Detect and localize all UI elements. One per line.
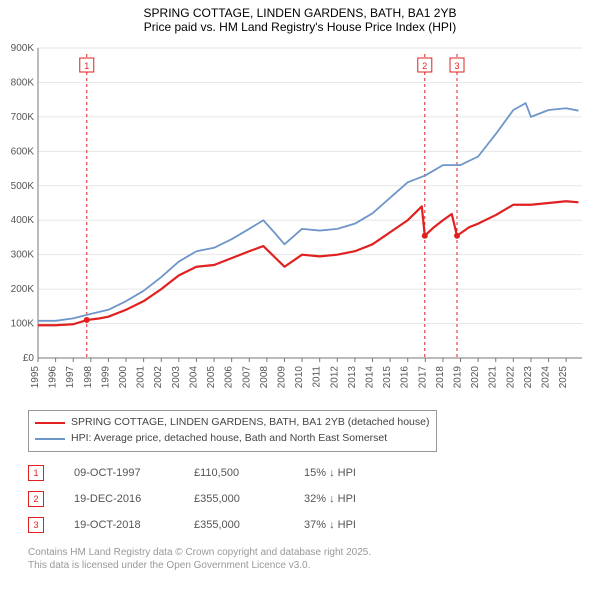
svg-text:2008: 2008	[259, 366, 270, 389]
svg-text:2002: 2002	[153, 366, 164, 389]
svg-text:2025: 2025	[558, 366, 569, 389]
svg-text:900K: 900K	[11, 43, 35, 54]
legend-row: SPRING COTTAGE, LINDEN GARDENS, BATH, BA…	[35, 415, 430, 431]
transaction-row: 2 19-DEC-2016£355,00032% ↓ HPI	[28, 486, 414, 512]
svg-text:1999: 1999	[100, 366, 111, 389]
svg-text:2019: 2019	[453, 366, 464, 389]
svg-text:2018: 2018	[435, 366, 446, 389]
transaction-diff: 32% ↓ HPI	[304, 493, 414, 505]
svg-text:1997: 1997	[65, 366, 76, 389]
transaction-row: 1 09-OCT-1997£110,50015% ↓ HPI	[28, 460, 414, 486]
transaction-row: 3 19-OCT-2018£355,00037% ↓ HPI	[28, 512, 414, 538]
svg-text:300K: 300K	[11, 250, 35, 261]
svg-text:2012: 2012	[329, 366, 340, 389]
transaction-price: £355,000	[194, 493, 304, 505]
title-line-2: Price paid vs. HM Land Registry's House …	[0, 20, 600, 34]
svg-text:700K: 700K	[11, 112, 35, 123]
transaction-marker: 3	[28, 517, 44, 533]
svg-text:£0: £0	[23, 353, 35, 364]
transaction-diff: 37% ↓ HPI	[304, 519, 414, 531]
svg-text:2020: 2020	[470, 366, 481, 389]
svg-text:2023: 2023	[523, 366, 534, 389]
transaction-marker: 1	[28, 465, 44, 481]
svg-text:800K: 800K	[11, 77, 35, 88]
transaction-price: £110,500	[194, 467, 304, 479]
svg-text:2004: 2004	[188, 366, 199, 389]
svg-text:200K: 200K	[11, 284, 35, 295]
svg-text:2013: 2013	[347, 366, 358, 389]
transaction-date: 19-OCT-2018	[74, 519, 194, 531]
chart-svg: £0 100K 200K 300K 400K 500K 600K 700K 800K 900K 19…	[10, 40, 590, 400]
svg-text:2014: 2014	[364, 366, 375, 389]
footer-line-1: Contains HM Land Registry data © Crown c…	[28, 546, 371, 559]
transaction-diff: 15% ↓ HPI	[304, 467, 414, 479]
title-line-1: SPRING COTTAGE, LINDEN GARDENS, BATH, BA…	[0, 6, 600, 20]
transaction-marker: 2	[28, 491, 44, 507]
svg-text:2017: 2017	[417, 366, 428, 389]
svg-text:2009: 2009	[276, 366, 287, 389]
legend-label: SPRING COTTAGE, LINDEN GARDENS, BATH, BA…	[71, 415, 429, 431]
svg-text:2015: 2015	[382, 366, 393, 389]
svg-text:3: 3	[454, 61, 459, 71]
chart-area: £0 100K 200K 300K 400K 500K 600K 700K 800K 900K 19…	[10, 40, 590, 400]
svg-text:1998: 1998	[83, 366, 94, 389]
svg-text:2006: 2006	[224, 366, 235, 389]
footer: Contains HM Land Registry data © Crown c…	[28, 546, 371, 572]
svg-text:600K: 600K	[11, 146, 35, 157]
svg-text:2010: 2010	[294, 366, 305, 389]
svg-text:2021: 2021	[488, 366, 499, 389]
transaction-price: £355,000	[194, 519, 304, 531]
svg-text:1995: 1995	[30, 366, 41, 389]
svg-text:1996: 1996	[48, 366, 59, 389]
svg-text:400K: 400K	[11, 215, 35, 226]
svg-text:2001: 2001	[136, 366, 147, 389]
svg-text:2003: 2003	[171, 366, 182, 389]
transaction-date: 09-OCT-1997	[74, 467, 194, 479]
title-block: SPRING COTTAGE, LINDEN GARDENS, BATH, BA…	[0, 0, 600, 34]
svg-text:2: 2	[422, 61, 427, 71]
svg-text:2007: 2007	[241, 366, 252, 389]
svg-text:2005: 2005	[206, 366, 217, 389]
svg-text:2022: 2022	[505, 366, 516, 389]
legend-swatch	[35, 422, 65, 424]
svg-text:2016: 2016	[400, 366, 411, 389]
svg-text:2024: 2024	[541, 366, 552, 389]
legend-row: HPI: Average price, detached house, Bath…	[35, 431, 430, 447]
svg-text:2011: 2011	[312, 366, 323, 388]
chart-container: SPRING COTTAGE, LINDEN GARDENS, BATH, BA…	[0, 0, 600, 590]
transactions-table: 1 09-OCT-1997£110,50015% ↓ HPI 2 19-DEC-201…	[28, 460, 414, 538]
legend: SPRING COTTAGE, LINDEN GARDENS, BATH, BA…	[28, 410, 437, 452]
svg-text:100K: 100K	[11, 319, 35, 330]
legend-swatch	[35, 438, 65, 440]
svg-text:500K: 500K	[11, 181, 35, 192]
transaction-date: 19-DEC-2016	[74, 493, 194, 505]
footer-line-2: This data is licensed under the Open Gov…	[28, 559, 371, 572]
svg-text:2000: 2000	[118, 366, 129, 389]
svg-text:1: 1	[84, 61, 89, 71]
legend-label: HPI: Average price, detached house, Bath…	[71, 431, 387, 447]
